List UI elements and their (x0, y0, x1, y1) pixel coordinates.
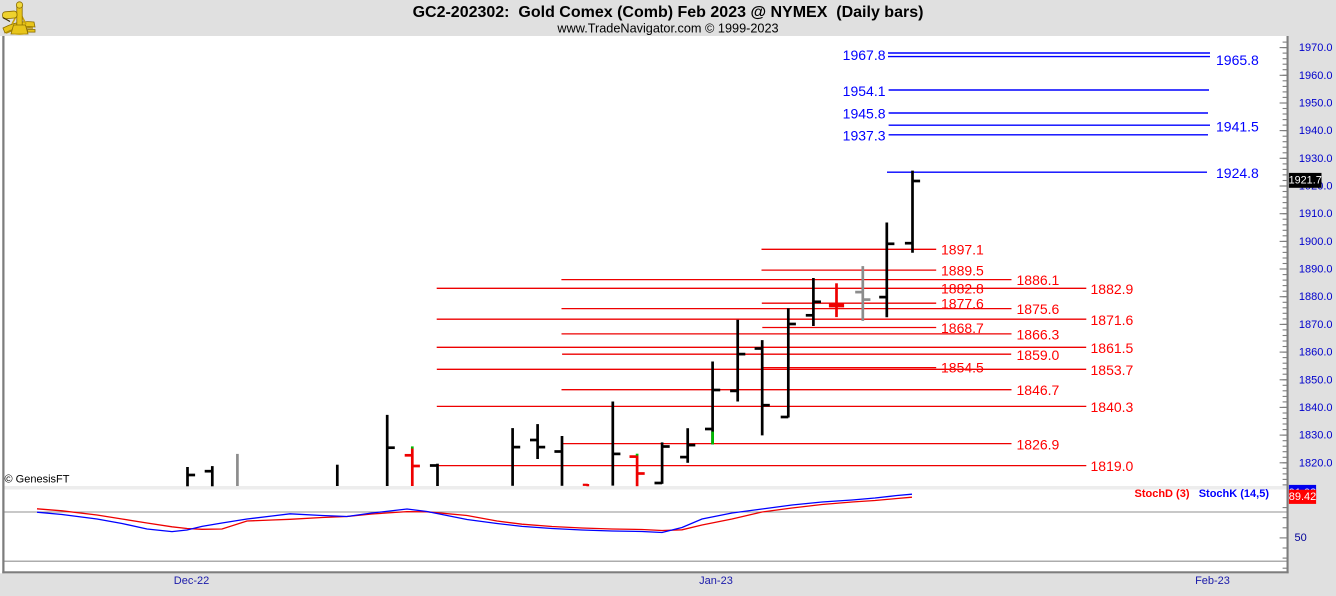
svg-text:1954.1: 1954.1 (843, 83, 886, 99)
svg-text:1930.0: 1930.0 (1299, 153, 1333, 165)
svg-text:1960.0: 1960.0 (1299, 70, 1333, 82)
svg-text:1854.5: 1854.5 (941, 360, 984, 376)
svg-text:1871.6: 1871.6 (1091, 312, 1134, 328)
svg-text:1897.1: 1897.1 (941, 242, 984, 258)
svg-text:1840.3: 1840.3 (1091, 399, 1134, 415)
svg-text:1886.1: 1886.1 (1017, 272, 1060, 288)
svg-text:1941.5: 1941.5 (1216, 118, 1259, 134)
svg-text:Feb-23: Feb-23 (1195, 575, 1230, 587)
svg-text:1861.5: 1861.5 (1091, 340, 1134, 356)
svg-text:1937.3: 1937.3 (843, 127, 886, 143)
svg-text:1900.0: 1900.0 (1299, 236, 1333, 248)
svg-text:1826.9: 1826.9 (1017, 436, 1060, 452)
svg-text:1860.0: 1860.0 (1299, 347, 1333, 359)
svg-text:1965.8: 1965.8 (1216, 52, 1259, 68)
svg-text:50: 50 (1295, 532, 1307, 544)
svg-text:1940.0: 1940.0 (1299, 125, 1333, 137)
svg-text:Jan-23: Jan-23 (699, 575, 733, 587)
svg-text:1950.0: 1950.0 (1299, 98, 1333, 110)
svg-text:1882.8: 1882.8 (941, 281, 984, 297)
svg-text:1910.0: 1910.0 (1299, 208, 1333, 220)
svg-text:1820.0: 1820.0 (1299, 457, 1333, 469)
svg-text:1880.0: 1880.0 (1299, 291, 1333, 303)
svg-text:1875.6: 1875.6 (1017, 301, 1060, 317)
svg-text:1819.0: 1819.0 (1091, 458, 1134, 474)
svg-text:StochK (14,5): StochK (14,5) (1199, 488, 1270, 500)
svg-text:1970.0: 1970.0 (1299, 42, 1333, 54)
svg-text:1853.7: 1853.7 (1091, 362, 1134, 378)
svg-text:1868.7: 1868.7 (941, 320, 984, 336)
svg-text:1877.6: 1877.6 (941, 295, 984, 311)
svg-text:1850.0: 1850.0 (1299, 374, 1333, 386)
svg-text:1840.0: 1840.0 (1299, 402, 1333, 414)
svg-text:1882.9: 1882.9 (1091, 281, 1134, 297)
svg-text:1866.3: 1866.3 (1017, 326, 1060, 342)
svg-text:1921.7: 1921.7 (1289, 175, 1322, 187)
svg-text:© GenesisFT: © GenesisFT (5, 474, 70, 486)
svg-text:1945.8: 1945.8 (843, 106, 886, 122)
svg-text:StochD (3): StochD (3) (1135, 488, 1190, 500)
svg-text:1870.0: 1870.0 (1299, 319, 1333, 331)
svg-text:89.42: 89.42 (1289, 491, 1317, 503)
svg-text:1967.8: 1967.8 (843, 47, 886, 63)
svg-text:Dec-22: Dec-22 (174, 575, 209, 587)
svg-text:1830.0: 1830.0 (1299, 430, 1333, 442)
svg-text:1889.5: 1889.5 (941, 262, 984, 278)
svg-text:1859.0: 1859.0 (1017, 347, 1060, 363)
svg-text:1924.8: 1924.8 (1216, 165, 1259, 181)
svg-text:1846.7: 1846.7 (1017, 382, 1060, 398)
svg-text:1890.0: 1890.0 (1299, 264, 1333, 276)
svg-text:GC2-202302: Gold Comex (Comb): GC2-202302: Gold Comex (Comb) Feb 2023 @… (413, 4, 924, 21)
svg-text:www.TradeNavigator.com © 1999-: www.TradeNavigator.com © 1999-2023 (556, 22, 778, 36)
